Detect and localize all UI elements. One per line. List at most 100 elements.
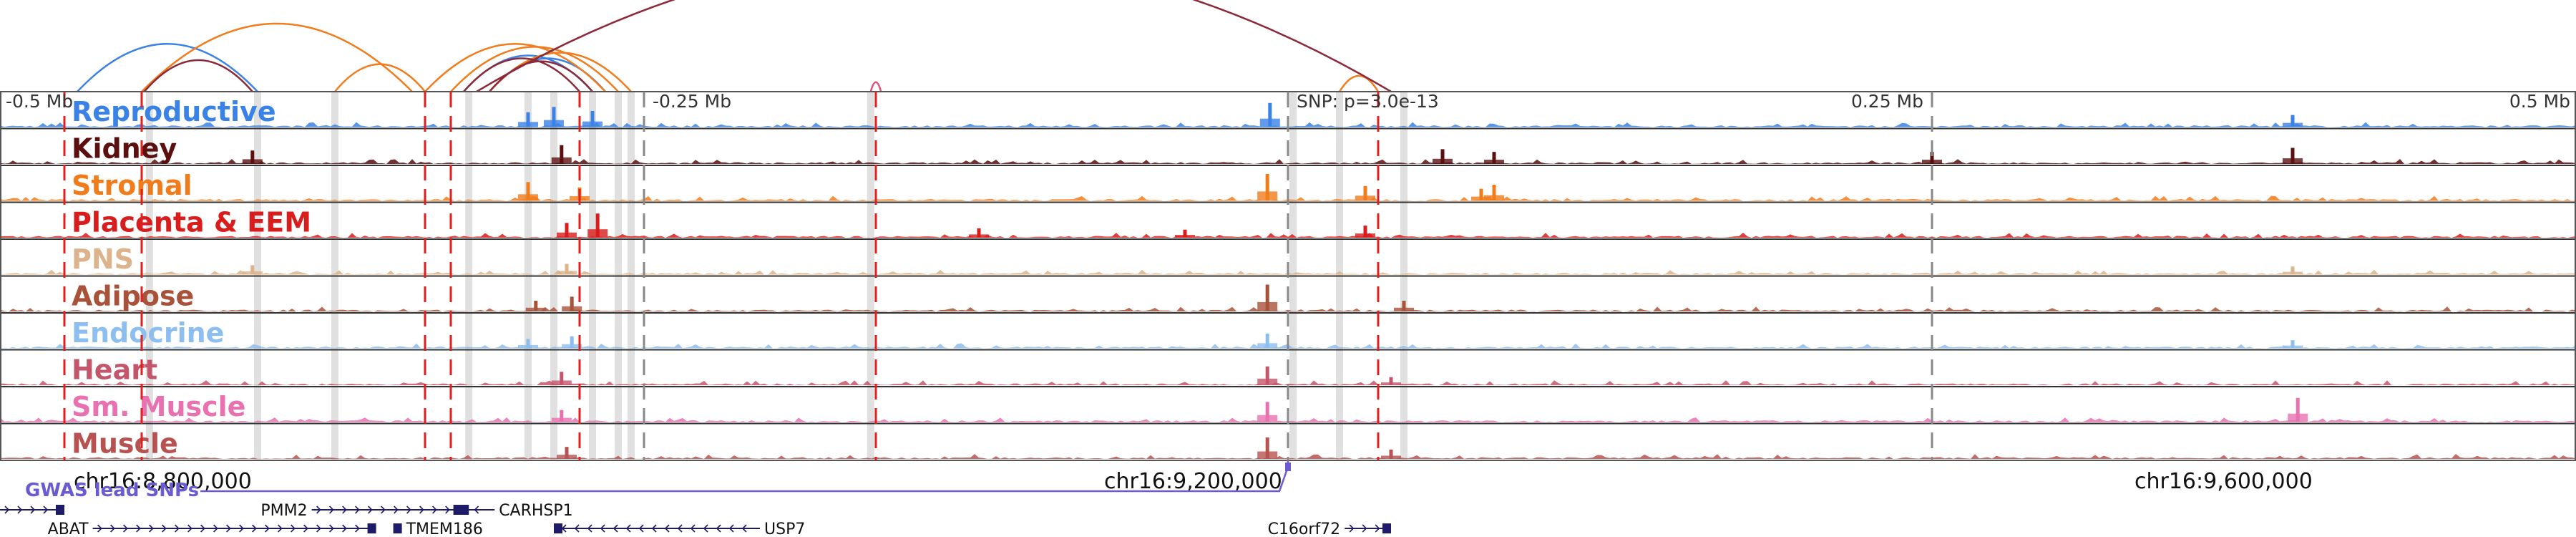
strand-arrow (187, 524, 192, 533)
track-label: Reproductive (72, 96, 276, 127)
coordinate-label: chr16:9,200,000 (1104, 469, 1282, 494)
loop-arc-blue (77, 43, 258, 92)
gene-label: ABAT (48, 521, 89, 537)
strand-arrow (200, 524, 205, 533)
signal-shoulder (1381, 455, 1401, 459)
signal-peak (1363, 185, 1367, 201)
signal-peak (1389, 449, 1393, 459)
strand-arrow (162, 524, 167, 533)
gene-exon (56, 505, 64, 515)
signal-shoulder (1355, 233, 1375, 238)
signal-peak (1930, 152, 1934, 164)
signal-shoulder (1471, 196, 1491, 201)
signal-peak (565, 223, 569, 238)
ruler-left-label: -0.5 Mb (6, 91, 73, 112)
strand-arrow (638, 524, 644, 533)
strand-arrow (432, 505, 437, 514)
strand-arrow (445, 505, 450, 514)
strand-arrow (664, 524, 670, 533)
strand-arrow (329, 505, 334, 514)
signal-shoulder (1484, 160, 1504, 164)
signal-shoulder (1433, 158, 1453, 164)
gene-exon (554, 523, 562, 533)
strand-arrow (419, 505, 424, 514)
signal-shoulder (1484, 195, 1504, 201)
signal-peak (1492, 185, 1496, 201)
loop-arc-maroon (476, 0, 1392, 93)
signal-noise (0, 233, 2576, 238)
signal-peak (590, 111, 595, 127)
strand-arrow (690, 524, 696, 533)
signal-shoulder (1257, 451, 1278, 459)
loop-arc-orange (334, 63, 426, 92)
signal-peak (1183, 229, 1187, 238)
signal-shoulder (1175, 235, 1195, 238)
signal-peak (1268, 102, 1272, 127)
signal-shoulder (518, 122, 538, 127)
signal-shoulder (1381, 382, 1401, 385)
signal-shoulder (1355, 195, 1375, 201)
strand-arrow (651, 524, 657, 533)
signal-peak (560, 145, 564, 164)
strand-arrow (316, 524, 321, 533)
gene-label: C16orf72 (1268, 521, 1341, 537)
strand-arrow (30, 505, 36, 514)
gene-exon (367, 523, 376, 533)
signal-shoulder (582, 121, 602, 127)
signal-noise (0, 159, 2576, 164)
strand-arrow (123, 524, 128, 533)
strand-arrow (265, 524, 270, 533)
signal-peak (595, 213, 600, 238)
signal-shoulder (242, 271, 263, 275)
signal-shoulder (2283, 271, 2303, 275)
loop-arc-maroon (463, 57, 580, 92)
gwas-track-label: GWAS lead SNPs (25, 480, 199, 501)
strand-arrow (1362, 524, 1367, 533)
signal-peak (526, 182, 530, 201)
signal-peak (570, 336, 574, 349)
track-label: Kidney (72, 133, 177, 165)
gene-tmem186: TMEM186 (393, 521, 483, 537)
gene-exon (1382, 523, 1391, 533)
strand-arrow (368, 505, 373, 514)
signal-shoulder (518, 344, 538, 349)
signal-shoulder (1257, 343, 1278, 349)
signal-peak (570, 296, 574, 311)
loop-arc-orange (1338, 74, 1380, 92)
strand-arrow (613, 524, 618, 533)
signal-peak (250, 150, 255, 164)
strand-arrow (625, 524, 631, 533)
strand-arrow (252, 524, 257, 533)
signal-peak (1440, 149, 1445, 164)
signal-peak (2296, 397, 2300, 422)
strand-arrow (291, 524, 296, 533)
gene-pmm2: PMM2 (260, 502, 469, 520)
signal-shoulder (1257, 415, 1278, 422)
signal-peak (1265, 333, 1269, 349)
signal-shoulder (242, 159, 263, 164)
strand-arrow (394, 505, 399, 514)
ruler-q3-label: 0.25 Mb (1851, 91, 1923, 112)
strand-arrow (303, 524, 308, 533)
signal-shoulder (525, 307, 546, 311)
gene-exon (453, 505, 462, 515)
signal-shoulder (2288, 413, 2308, 422)
signal-peak (2290, 115, 2295, 127)
strand-arrow (355, 505, 360, 514)
signal-peak (534, 301, 538, 311)
signal-peak (1363, 226, 1367, 238)
strand-arrow (574, 524, 580, 533)
gwas-lead-snp (1285, 463, 1291, 471)
signal-peak (1389, 377, 1393, 385)
gene-exon (393, 523, 402, 533)
track-placenta-eem: Placenta & EEM (0, 201, 2576, 238)
strand-arrow (175, 524, 180, 533)
strand-arrow (1375, 524, 1380, 533)
gene-label: TMEM186 (406, 521, 483, 537)
strand-arrow (741, 524, 747, 533)
signal-peak (565, 447, 569, 459)
signal-peak (560, 372, 564, 385)
strand-arrow (587, 524, 592, 533)
gene-label: PMM2 (260, 502, 307, 520)
